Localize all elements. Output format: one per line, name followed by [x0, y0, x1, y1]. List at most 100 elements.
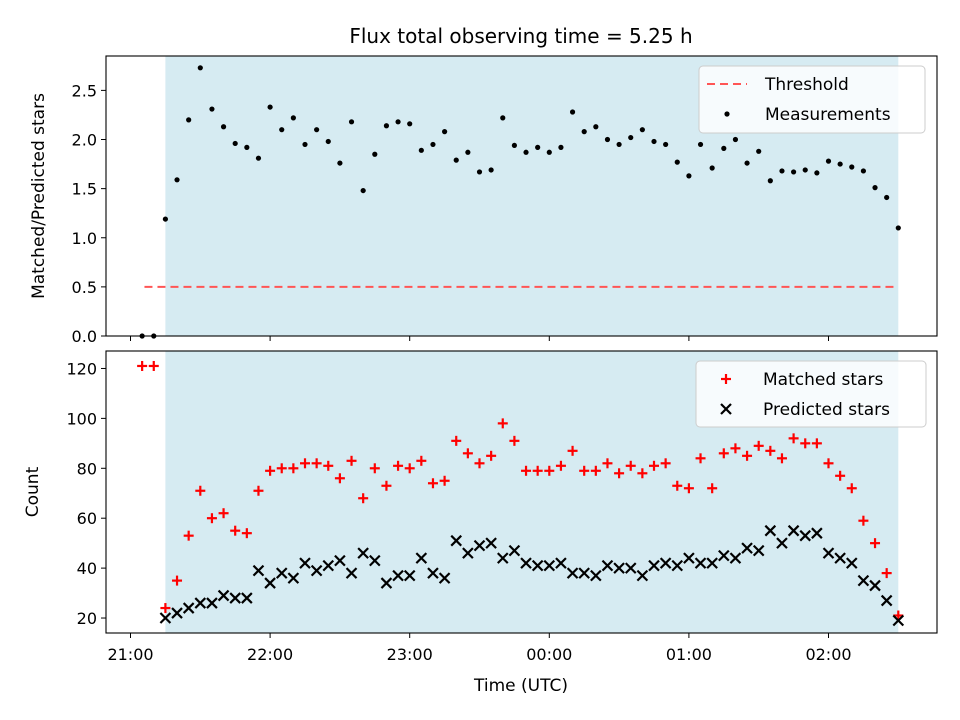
predicted-star-point — [880, 594, 893, 607]
measurement-point — [849, 164, 855, 170]
measurement-point — [360, 187, 366, 194]
matched-star-point — [137, 360, 148, 371]
measurement-point — [802, 167, 808, 173]
matched-star-point — [241, 528, 252, 539]
matched-star-point — [683, 483, 694, 494]
matched-stars-legend-label: Matched stars — [763, 370, 883, 390]
predicted-star-point — [624, 562, 637, 574]
matched-star-point — [753, 440, 764, 451]
matched-star-point — [358, 493, 369, 504]
predicted-star-point — [741, 542, 753, 554]
matched-star-point — [253, 485, 264, 496]
measurement-point — [209, 106, 215, 112]
predicted-star-point — [857, 574, 870, 587]
matched-star-point — [800, 438, 811, 449]
matched-star-point — [730, 443, 741, 454]
matched-star-point — [404, 463, 415, 474]
predicted-star-point — [787, 524, 800, 537]
measurement-point — [814, 170, 820, 176]
matched-star-point — [614, 468, 625, 479]
y-tick-label: 0.5 — [72, 278, 97, 297]
measurement-point — [465, 149, 471, 155]
predicted-star-point — [287, 572, 300, 584]
measurement-point — [302, 141, 308, 148]
measurement-point — [383, 123, 390, 129]
predicted-star-point — [473, 539, 486, 552]
ratio-panel: 0.0 0.5 1.0 1.5 2.0 2.5 Matched/Predicted sta… — [29, 55, 938, 346]
predicted-star-point — [694, 557, 707, 569]
predicted-stars-points — [159, 524, 905, 627]
predicted-star-point — [171, 607, 183, 619]
ratio-y-axis-label: Matched/Predicted stars — [29, 93, 49, 299]
measurements-legend-swatch — [724, 111, 730, 117]
matched-star-point — [288, 463, 299, 474]
predicted-star-point — [357, 547, 369, 559]
measurement-point — [860, 168, 867, 174]
predicted-star-point — [555, 557, 567, 569]
y-tick-label: 20 — [77, 609, 97, 628]
x-tick-label: 02:00 — [805, 645, 851, 664]
measurement-point — [267, 104, 273, 110]
ratio-legend-box — [698, 65, 926, 134]
matched-star-point — [195, 485, 206, 496]
predicted-star-point — [217, 589, 230, 602]
matched-star-point — [521, 465, 532, 476]
predicted-stars-legend-swatch — [720, 403, 732, 415]
matched-star-point — [765, 445, 776, 456]
predicted-star-point — [671, 559, 684, 572]
matched-star-point — [206, 513, 217, 524]
predicted-star-point — [252, 564, 265, 577]
measurement-point — [732, 136, 739, 143]
predicted-star-point — [403, 569, 416, 582]
matched-star-point — [567, 445, 578, 456]
ratio-legend: Threshold Measurements — [698, 65, 926, 134]
ratio-y-axis: 0.0 0.5 1.0 1.5 2.0 2.5 — [72, 81, 106, 346]
predicted-star-point — [729, 552, 742, 564]
measurement-point — [186, 117, 192, 123]
measurement-point — [244, 144, 250, 150]
matched-star-point — [416, 455, 427, 466]
y-tick-label: 40 — [77, 559, 97, 578]
measurement-point — [290, 115, 296, 121]
predicted-star-point — [706, 557, 718, 569]
count-plot-frame — [105, 350, 938, 634]
measurement-point — [558, 144, 564, 150]
predicted-star-point — [543, 559, 556, 572]
predicted-star-point — [869, 579, 881, 592]
measurement-point — [476, 169, 483, 175]
matched-star-point — [579, 465, 590, 476]
matched-star-point — [590, 465, 601, 476]
matched-star-point — [276, 463, 287, 474]
x-axis-label: Time (UTC) — [473, 676, 568, 696]
matched-star-point — [369, 463, 380, 474]
measurement-point — [488, 167, 494, 173]
measurement-point — [721, 145, 727, 151]
measurement-point — [314, 127, 320, 133]
measurement-point — [395, 119, 401, 125]
matched-star-point — [788, 433, 799, 444]
predicted-star-point — [822, 547, 835, 559]
matched-star-point — [439, 475, 450, 486]
predicted-star-point — [427, 567, 439, 579]
count-y-axis-label: Count — [23, 466, 43, 517]
chart-title: Flux total observing time = 5.25 h — [349, 24, 692, 48]
predicted-star-point — [590, 569, 602, 582]
matched-star-point — [451, 435, 462, 446]
matched-star-point — [718, 448, 729, 459]
matched-star-point — [300, 458, 310, 469]
measurement-point — [407, 121, 413, 127]
matched-star-point — [172, 575, 183, 586]
measurement-point — [744, 160, 750, 166]
y-tick-label: 80 — [77, 459, 97, 478]
matched-star-point — [427, 478, 438, 489]
matched-star-point — [381, 480, 392, 491]
count-x-axis: 21:00 22:00 23:00 00:00 01:00 02:00 — [107, 633, 852, 664]
predicted-star-point — [380, 577, 393, 589]
predicted-star-point — [194, 597, 207, 609]
matched-star-point — [707, 483, 718, 494]
predicted-star-point — [462, 547, 474, 559]
matched-star-point — [160, 603, 171, 614]
measurement-point — [523, 149, 529, 155]
predicted-star-point — [369, 554, 381, 567]
threshold-legend-label: Threshold — [764, 75, 849, 95]
